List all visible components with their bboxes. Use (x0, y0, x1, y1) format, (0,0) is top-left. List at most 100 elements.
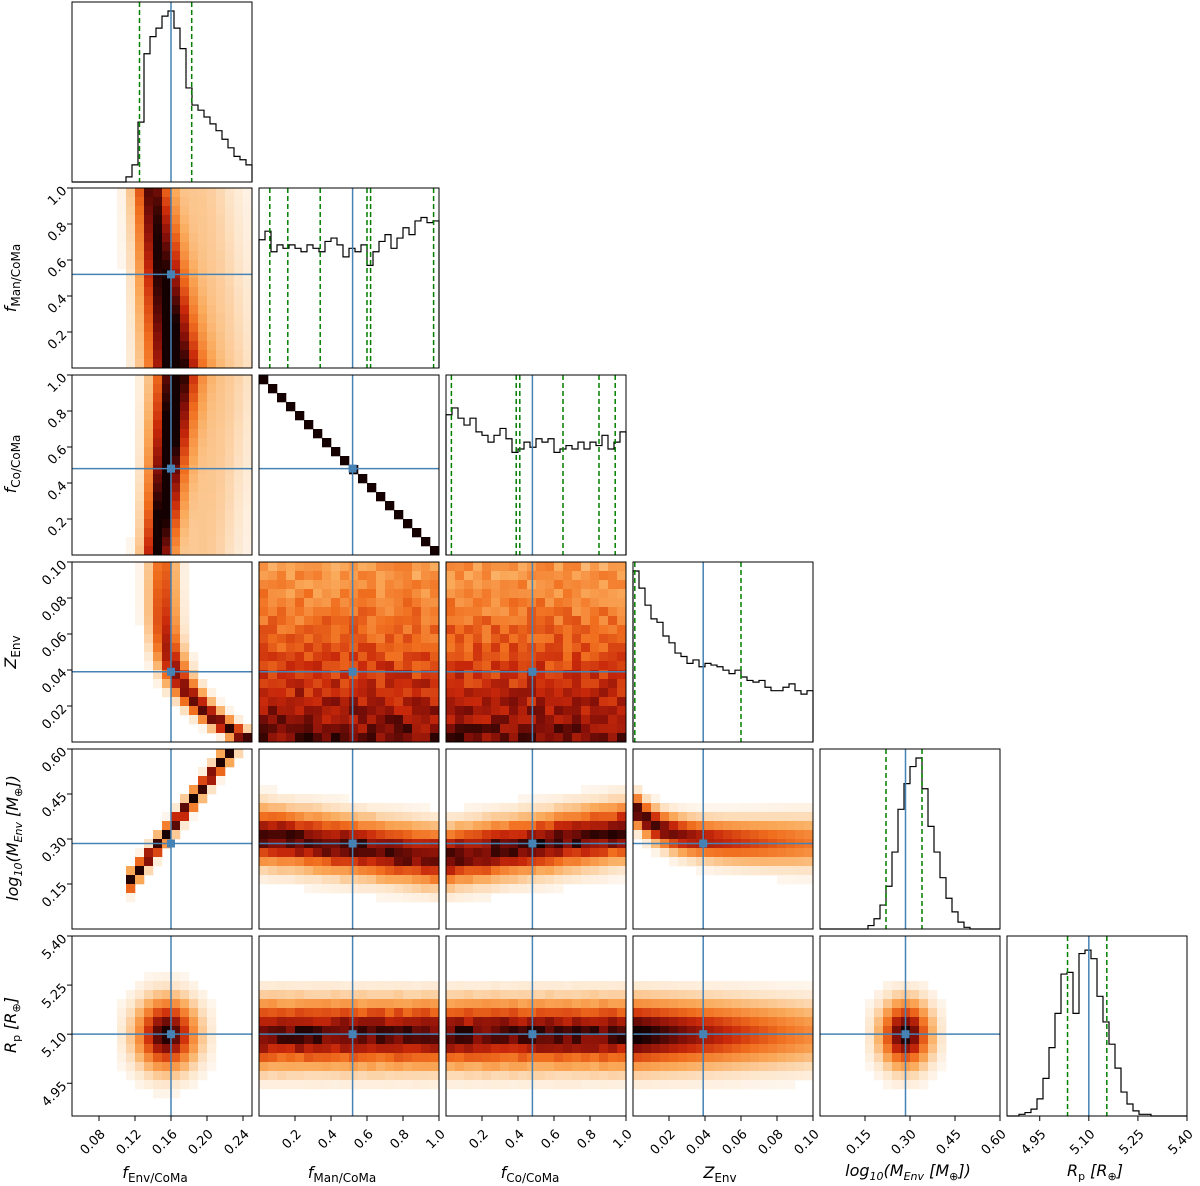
density-cell (180, 528, 190, 538)
density-cell (304, 803, 314, 813)
density-cell (277, 1017, 287, 1027)
density-cell (883, 1053, 893, 1063)
density-cell (171, 625, 181, 635)
density-cell (153, 323, 163, 333)
density-cell (243, 359, 253, 369)
density-cell (144, 1017, 154, 1027)
density-cell (633, 1008, 643, 1018)
density-cell (412, 528, 422, 538)
density-cell (500, 848, 510, 858)
density-cell (786, 1080, 796, 1090)
density-cell (545, 1044, 555, 1054)
panel-frame (258, 935, 440, 1117)
density-cell (518, 562, 528, 572)
density-cell (171, 305, 181, 315)
density-cell (198, 465, 208, 475)
density-cell (117, 1026, 127, 1036)
density-cell (572, 616, 582, 626)
density-cell (331, 1035, 341, 1045)
density-cell (865, 1017, 875, 1027)
density-cell (473, 697, 483, 707)
density-cell (590, 634, 600, 644)
density-cell (759, 812, 769, 822)
density-cell (563, 679, 573, 689)
density-cell (207, 305, 217, 315)
density-cell (687, 999, 697, 1009)
density-cell (500, 670, 510, 680)
density-cell (599, 1017, 609, 1027)
density-cell (482, 1071, 492, 1081)
density-cell (367, 1044, 377, 1054)
density-cell (865, 1053, 875, 1063)
density-cell (642, 1017, 652, 1027)
density-cell (144, 465, 154, 475)
density-cell (216, 384, 226, 394)
density-cell (696, 999, 706, 1009)
density-cell (313, 1053, 323, 1063)
density-cell (304, 1008, 314, 1018)
density-cell (135, 341, 145, 351)
density-cell (286, 562, 296, 572)
panels-layer: 0.20.40.60.81.00.20.40.60.81.00.020.040.… (39, 1, 1197, 1158)
density-cell (189, 706, 199, 716)
density-cell (207, 715, 217, 725)
density-cell (518, 670, 528, 680)
density-cell (750, 857, 760, 867)
density-cell (723, 830, 733, 840)
density-cell (500, 643, 510, 653)
density-cell (750, 1062, 760, 1072)
density-cell (430, 616, 440, 626)
density-cell (259, 821, 269, 831)
density-cell (642, 1080, 652, 1090)
density-cell (144, 242, 154, 252)
density-cell (349, 884, 359, 894)
density-cell (714, 830, 724, 840)
density-cell (500, 607, 510, 617)
density-cell (198, 305, 208, 315)
density-cell (723, 1035, 733, 1045)
density-cell (910, 1044, 920, 1054)
density-cell (937, 1026, 947, 1036)
density-cell (669, 1080, 679, 1090)
density-cell (536, 857, 546, 867)
density-cell (144, 375, 154, 385)
density-cell (777, 1062, 787, 1072)
density-cell (268, 643, 278, 653)
density-cell (403, 866, 413, 876)
density-cell (322, 999, 332, 1009)
density-cell (617, 598, 627, 608)
density-cell (545, 794, 555, 804)
density-cell (243, 402, 253, 412)
density-cell (367, 697, 377, 707)
density-cell (358, 571, 368, 581)
density-cell (126, 332, 136, 342)
density-cell (117, 1044, 127, 1054)
density-cell (331, 607, 341, 617)
density-cell (804, 866, 814, 876)
density-cell (322, 652, 332, 662)
density-cell (322, 562, 332, 572)
density-cell (367, 848, 377, 858)
density-cell (581, 866, 591, 876)
density-cell (171, 1062, 181, 1072)
density-cell (162, 688, 172, 698)
density-cell (286, 652, 296, 662)
density-cell (277, 875, 287, 885)
density-cell (385, 715, 395, 725)
density-cell (259, 848, 269, 858)
panel-frame (258, 374, 440, 556)
density-cell (180, 652, 190, 662)
density-cell (768, 866, 778, 876)
density-cell (340, 598, 350, 608)
density-cell (367, 1008, 377, 1018)
density-cell (430, 1080, 440, 1090)
density-cell (153, 679, 163, 689)
density-cell (313, 634, 323, 644)
density-cell (153, 625, 163, 635)
density-cell (563, 990, 573, 1000)
density-cell (144, 972, 154, 982)
density-cell (189, 688, 199, 698)
density-cell (599, 661, 609, 671)
density-cell (225, 510, 235, 520)
density-cell (259, 715, 269, 725)
